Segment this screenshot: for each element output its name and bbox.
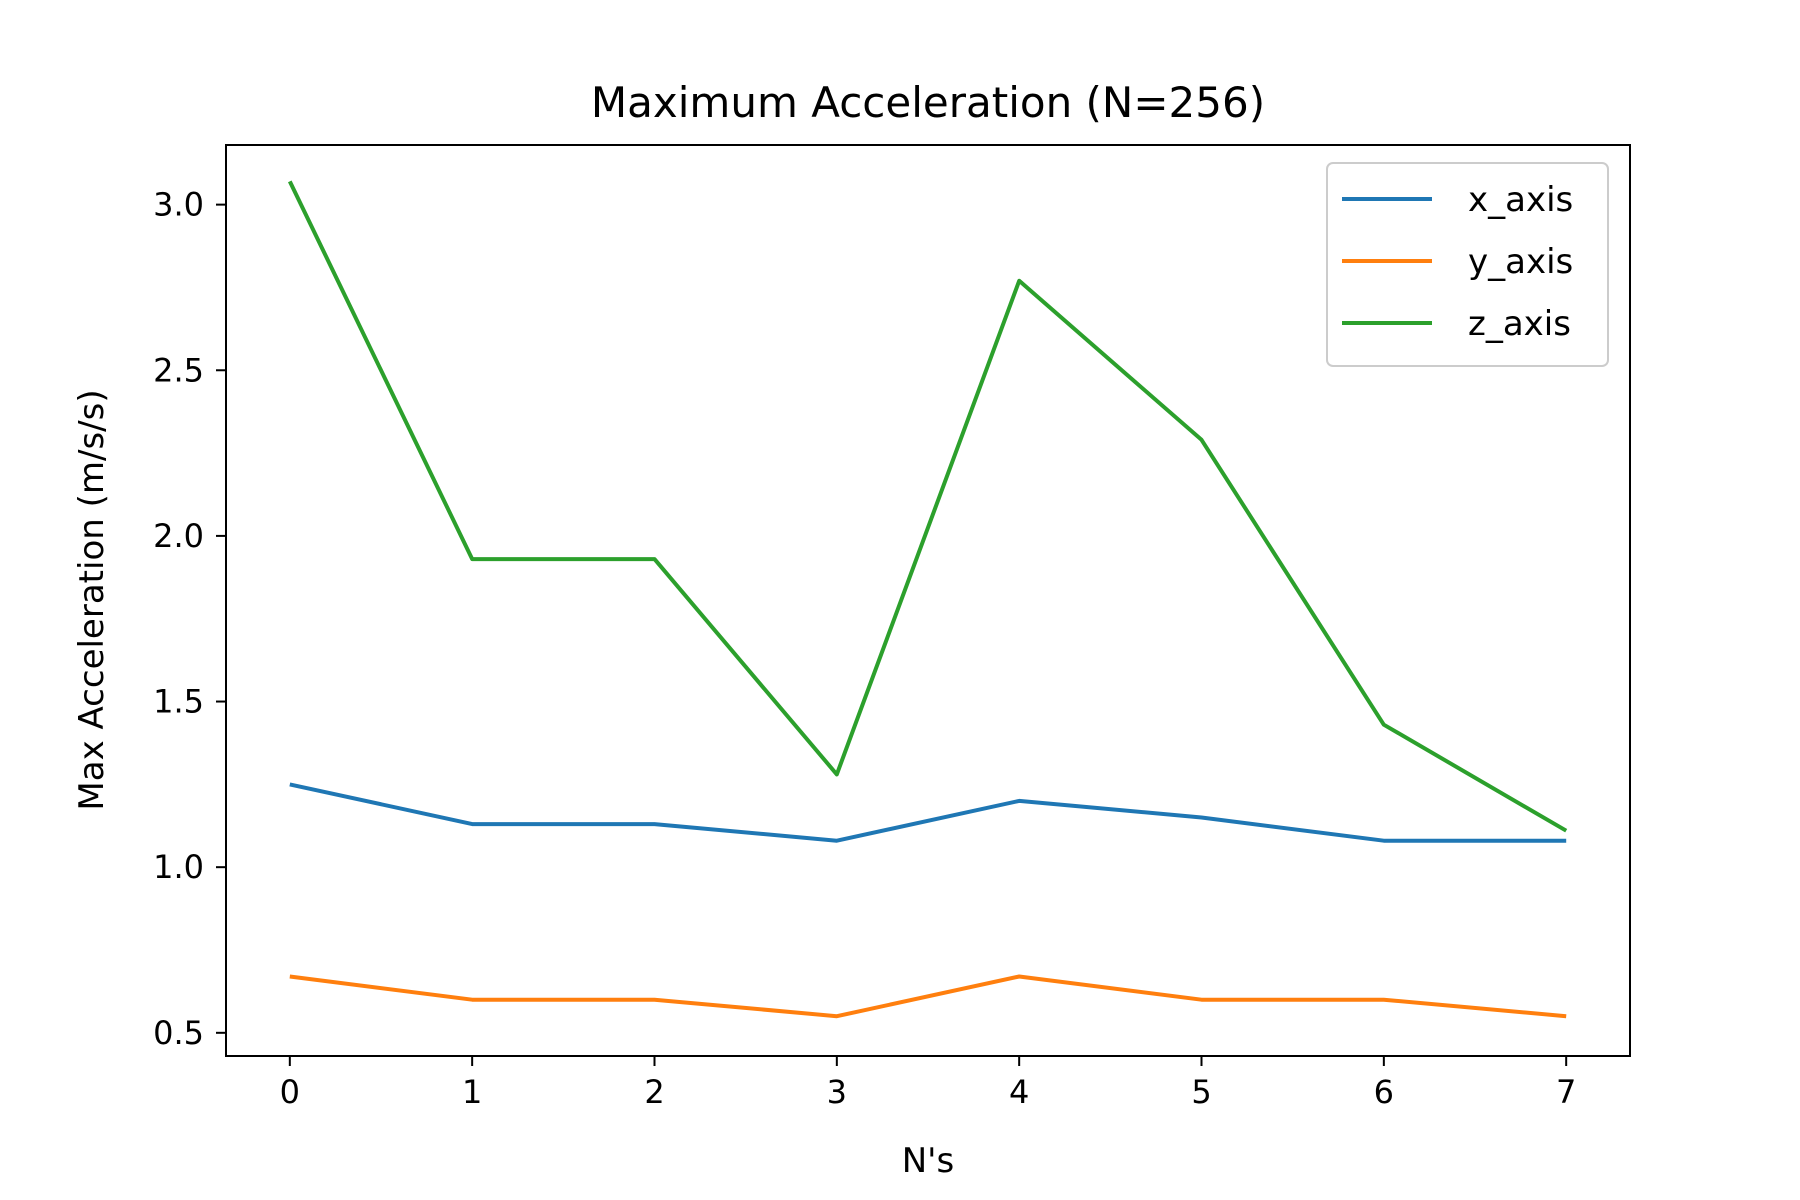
legend-frame xyxy=(1326,162,1609,367)
y-tick-label: 2.0 xyxy=(153,517,204,555)
legend-label-y-axis: y_axis xyxy=(1468,242,1573,282)
legend-label-x-axis: x_axis xyxy=(1468,180,1573,220)
plot-frame xyxy=(225,144,1631,1057)
x-tick-label: 7 xyxy=(1556,1073,1576,1111)
legend: x_axis y_axis z_axis xyxy=(1326,162,1609,367)
x-tick-label: 1 xyxy=(462,1073,482,1111)
legend-label-z-axis: z_axis xyxy=(1468,304,1571,344)
y-tick-label: 0.5 xyxy=(153,1014,204,1052)
series-line-x-axis xyxy=(289,782,1567,843)
y-axis-label: Max Acceleration (m/s/s) xyxy=(72,389,112,810)
x-tick-label: 3 xyxy=(827,1073,847,1111)
x-tick-label: 2 xyxy=(644,1073,664,1111)
x-tick-label: 5 xyxy=(1191,1073,1211,1111)
x-tick-label: 6 xyxy=(1374,1073,1394,1111)
x-axis-label: N's xyxy=(902,1141,955,1181)
series-lines xyxy=(287,180,1568,1019)
series-line-y-axis xyxy=(289,974,1567,1019)
y-tick-label: 3.0 xyxy=(153,186,204,224)
x-tick-label: 4 xyxy=(1009,1073,1029,1111)
y-tick-label: 1.5 xyxy=(153,683,204,721)
y-tick-label: 1.0 xyxy=(153,848,204,886)
axis-ticks: 0 1 2 3 4 5 6 7 0.5 1.0 1.5 2.0 2.5 3.0 xyxy=(153,186,1576,1111)
x-tick-label: 0 xyxy=(280,1073,300,1111)
series-line-z-axis xyxy=(287,180,1568,833)
y-tick-label: 2.5 xyxy=(153,351,204,389)
chart-title: Maximum Acceleration (N=256) xyxy=(591,78,1265,127)
